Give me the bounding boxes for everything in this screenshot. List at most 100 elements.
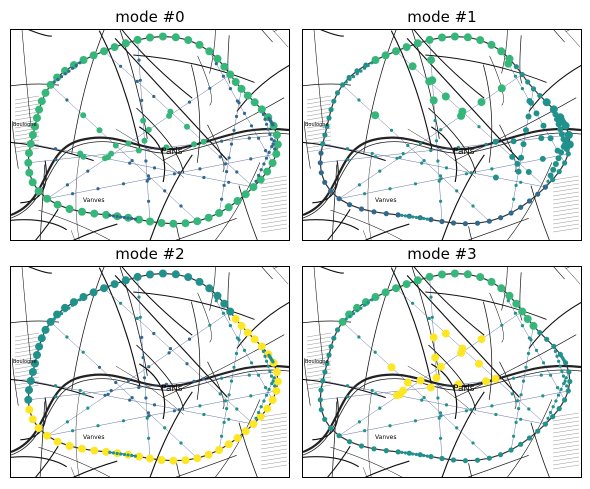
sensor-node xyxy=(271,123,275,127)
street-line xyxy=(121,267,193,336)
hatch-line xyxy=(14,340,40,346)
hatch-line xyxy=(260,227,288,233)
sensor-node xyxy=(455,426,459,430)
sensor-node xyxy=(320,141,326,147)
hatch-line xyxy=(260,199,288,205)
sensor-node xyxy=(505,291,514,300)
sensor-node xyxy=(518,154,525,161)
sensor-node xyxy=(362,303,367,307)
map-panel-mode-0: Paris Boulogne Vanves xyxy=(10,29,290,241)
sensor-node xyxy=(181,456,190,465)
sensor-node xyxy=(487,40,496,49)
sensor-node xyxy=(220,376,224,380)
sensor-node xyxy=(565,388,571,394)
hatch-line xyxy=(552,420,580,426)
river-seine-bank xyxy=(303,369,581,456)
sensor-node xyxy=(184,123,190,130)
street-line xyxy=(331,401,338,477)
sensor-node xyxy=(200,138,207,145)
sensor-node xyxy=(348,77,352,81)
sensor-node xyxy=(345,384,350,388)
network-edge xyxy=(338,74,523,199)
sensor-node xyxy=(322,179,328,185)
sensor-node xyxy=(439,436,443,440)
sensor-node xyxy=(227,156,231,160)
sensor-node xyxy=(537,330,543,336)
hatch-line xyxy=(552,175,580,181)
sensor-node xyxy=(535,191,541,197)
sensor-node xyxy=(526,351,531,356)
street-line xyxy=(209,267,216,311)
sensor-node xyxy=(265,359,269,363)
street-network xyxy=(303,267,581,477)
network-edge xyxy=(50,84,198,222)
sensor-node xyxy=(133,35,142,44)
sensor-node xyxy=(67,69,71,73)
hatch-line xyxy=(260,440,288,446)
hatch-line xyxy=(552,219,580,225)
sensor-node xyxy=(422,396,426,400)
sensor-node xyxy=(438,174,442,178)
sensor-node xyxy=(381,288,390,297)
sensor-node xyxy=(25,149,33,158)
sensor-node xyxy=(56,77,60,81)
sensor-node xyxy=(546,416,550,420)
sensor-node xyxy=(135,147,142,154)
sensor-node xyxy=(90,209,99,218)
sensor-node xyxy=(65,420,69,424)
street-line xyxy=(72,223,118,240)
sensor-node xyxy=(539,373,543,377)
sensor-node xyxy=(344,80,348,84)
sensor-node xyxy=(474,457,481,463)
street-line xyxy=(28,267,52,274)
hatch-line xyxy=(306,135,332,141)
sensor-node xyxy=(345,147,350,151)
sensor-node xyxy=(556,386,560,390)
sensor-node xyxy=(439,128,443,132)
sensor-node xyxy=(371,56,380,64)
sensor-node xyxy=(226,70,235,79)
hatch-line xyxy=(552,456,580,462)
sensor-node xyxy=(54,395,58,399)
network-edge xyxy=(322,380,546,425)
boundary-ring xyxy=(319,35,571,225)
sensor-node xyxy=(100,284,108,293)
periphery-hatching xyxy=(306,332,580,470)
sensor-node xyxy=(439,455,445,462)
street-line xyxy=(467,217,529,240)
sensor-node xyxy=(263,354,267,358)
street-line xyxy=(114,275,228,398)
hatch-line xyxy=(14,348,40,354)
sensor-node xyxy=(268,132,272,136)
map-panel-mode-1: Paris Boulogne Vanves xyxy=(302,29,582,241)
sensor-node xyxy=(70,66,75,70)
sensor-node xyxy=(137,295,141,299)
street-line xyxy=(149,154,193,240)
sensor-node xyxy=(147,177,151,181)
sensor-node xyxy=(221,74,225,78)
sensor-node xyxy=(462,458,468,464)
sensor-node xyxy=(114,380,118,385)
sensor-node xyxy=(264,156,269,160)
sensor-node xyxy=(566,369,572,375)
sensor-node xyxy=(427,316,431,320)
street-line xyxy=(303,320,352,324)
place-label-south: Vanves xyxy=(375,434,397,441)
sensor-node xyxy=(388,424,392,428)
sensor-node xyxy=(395,449,401,455)
street-line xyxy=(425,54,547,83)
boundary-ring xyxy=(27,35,279,225)
sensor-node xyxy=(111,451,115,455)
sensor-node xyxy=(213,291,222,300)
hatch-line xyxy=(14,107,40,113)
sensor-node xyxy=(429,333,438,342)
network-edge xyxy=(137,276,151,459)
sensor-node xyxy=(338,317,347,326)
sensor-node xyxy=(429,148,433,153)
sensor-node xyxy=(526,98,533,104)
sensor-node xyxy=(534,348,539,352)
sensor-node xyxy=(257,373,261,377)
sensor-node xyxy=(74,63,78,68)
sensor-node xyxy=(198,167,202,171)
sensor-node xyxy=(128,161,132,165)
